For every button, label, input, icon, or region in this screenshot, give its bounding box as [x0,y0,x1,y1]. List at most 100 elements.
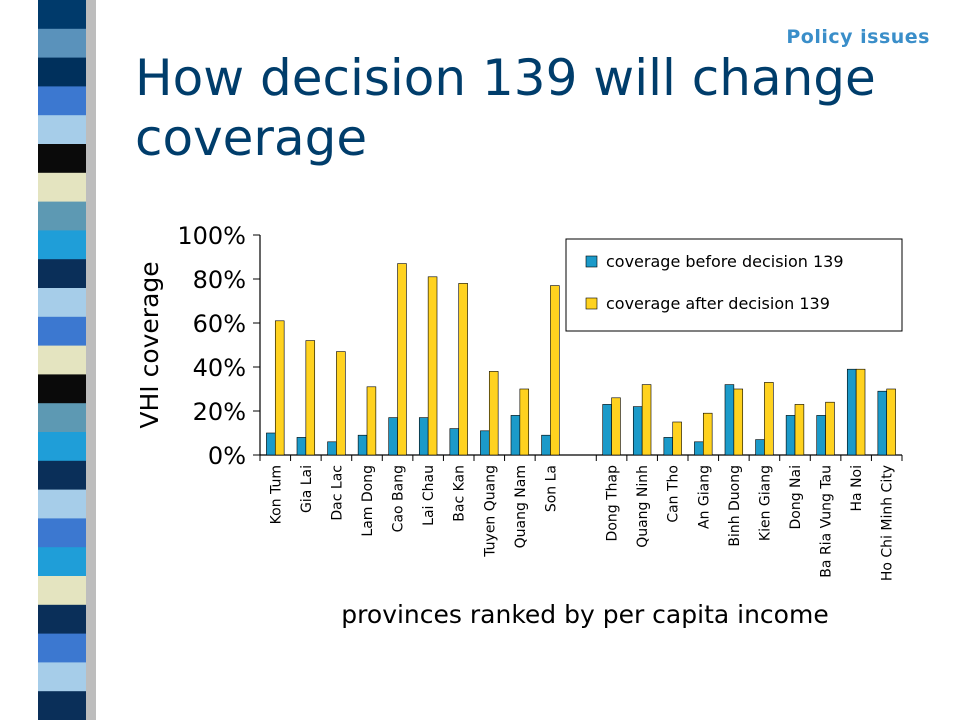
stripe-block [38,86,86,116]
bar-before [846,368,857,456]
bar-before [418,417,429,456]
y-tick-label: 0% [208,442,246,470]
stripe-block [38,259,86,289]
stripe-block [38,403,86,433]
bar-before [266,432,276,456]
bar-before [296,437,307,456]
x-tick-label: Binh Duong [727,465,743,547]
legend-label-before: coverage before decision 139 [606,252,844,271]
stripe-shadow [86,0,96,720]
x-tick-label: Son La [543,465,559,512]
x-tick-label: Quang Ninh [635,465,651,548]
bar-after [427,276,438,456]
x-tick-label: Can Tho [666,465,682,523]
bar-before [327,441,337,456]
x-tick-label: Tuyen Quang [482,465,498,558]
x-tick-label: Quang Nam [513,465,529,548]
bar-after [274,320,285,456]
bar-after [488,371,499,456]
stripe-block [38,489,86,519]
stripe-block [38,201,86,231]
legend-swatch-after [585,297,598,310]
bar-after [397,263,407,456]
x-tick-label: An Giang [696,465,712,529]
x-tick-label: Dong Thap [605,465,621,542]
stripe-block [38,115,86,145]
bar-after [641,384,652,456]
x-tick-label: Ho Chi Minh City [880,465,896,581]
bar-before [357,434,368,456]
x-tick-label: Cao Bang [391,465,407,532]
x-tick-label: Gia Lai [299,465,315,513]
stripe-block [38,345,86,375]
stripe-block [38,230,86,260]
bar-before [663,437,674,456]
bar-before [510,415,521,456]
coverage-bar-chart: 0% 20% 40% 60% 80% 100% VHI coverage Kon Tum Gia… [135,222,903,629]
legend-swatch-before [585,255,598,268]
y-tick-label: 100% [177,222,246,250]
bar-after [550,285,560,456]
y-tick-label: 80% [193,266,246,294]
legend-box [565,238,903,332]
bar-before [388,417,398,456]
bar-before [785,415,796,456]
stripe-block [38,518,86,548]
x-tick-label: Ha Noi [849,465,865,511]
bar-after [519,388,530,456]
legend-label-after: coverage after decision 139 [606,294,830,313]
legend: coverage before decision 139 coverage aft… [565,238,903,332]
x-tick-label: Lai Chau [421,465,437,526]
stripe-block [38,432,86,462]
bar-after [458,283,468,456]
bar-after [672,421,682,456]
bar-after [794,404,805,456]
bar-after [366,386,377,456]
stripe-block [38,28,86,59]
x-tick-label: Kien Giang [757,465,773,541]
decorative-stripe [0,0,110,720]
section-label: Policy issues [786,26,930,48]
stripe-block [38,460,86,491]
bar-after [336,351,346,456]
x-tick-label: Bac Kan [452,465,468,522]
bar-before [541,434,551,456]
y-tick-label: 20% [193,398,246,426]
y-tick-label: 60% [193,310,246,338]
bar-after [855,368,866,456]
stripe-block [38,576,86,606]
bar-before [694,441,704,456]
bar-after [825,401,835,456]
x-tick-label: Dac Lac [329,465,345,521]
x-tick-label: Ba Ria Vung Tau [819,465,835,578]
stripe-block [38,691,86,720]
x-tick-label: Lam Dong [360,465,376,537]
bar-before [724,384,735,456]
stripe-block [38,144,86,174]
bar-after [611,397,621,456]
stripe-block [38,57,86,87]
bar-before [602,404,612,456]
stripe-block [38,172,86,203]
stripe-block [38,604,86,635]
bar-before [449,428,460,456]
y-axis-title: VHI coverage [135,261,164,428]
slide-title: How decision 139 will change coverage [135,49,876,167]
stripe-block [38,288,86,318]
x-tick-label: Kon Tum [268,465,284,524]
bar-before [816,415,826,456]
bar-before [632,406,643,456]
bar-before [755,439,765,456]
stripe-block [38,316,86,347]
stripe-block [38,662,86,692]
bar-before [480,430,490,456]
bar-after [702,412,713,456]
bar-after [733,388,744,456]
bar-after [305,340,316,456]
stripe-block [38,374,86,404]
y-tick-label: 40% [193,354,246,382]
x-axis-title: provinces ranked by per capita income [341,600,828,629]
bar-after [886,388,896,456]
stripe-block [38,547,86,577]
bar-after [764,382,774,456]
